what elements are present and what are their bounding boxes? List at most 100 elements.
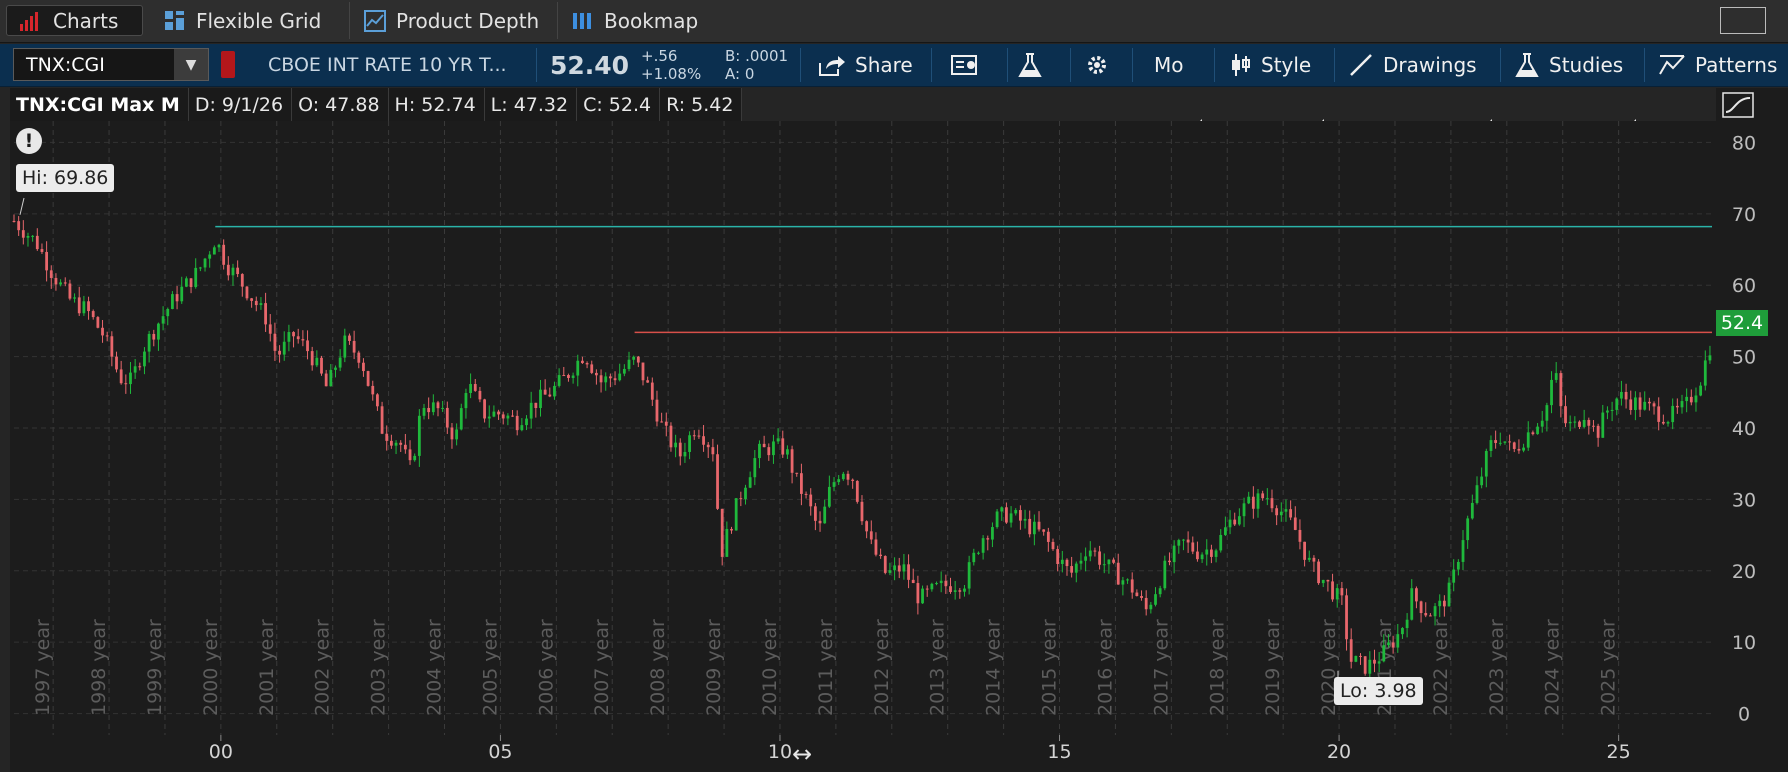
depth-chart-icon bbox=[364, 9, 386, 32]
candle-body bbox=[487, 416, 491, 419]
candle-body bbox=[1293, 517, 1297, 530]
candle-body bbox=[1596, 425, 1600, 438]
candle-body bbox=[506, 415, 510, 419]
year-labels: 1997 year 1998 year 1999 year 2000 year 2001… bbox=[32, 619, 1619, 716]
candle-body bbox=[49, 270, 53, 278]
time-tick-label: 05 bbox=[488, 741, 512, 763]
style-label: Style bbox=[1261, 53, 1312, 77]
settings-button[interactable] bbox=[1084, 44, 1110, 86]
bar-open: O: 47.88 bbox=[292, 88, 389, 121]
candle-body bbox=[1098, 551, 1101, 565]
studies-dropdown[interactable]: Studies bbox=[1514, 44, 1623, 86]
candle-body bbox=[1158, 588, 1162, 595]
candle-body bbox=[972, 552, 976, 563]
candle-body bbox=[977, 552, 980, 554]
top-tab-bar: Charts Flexible Grid Product Depth Bookm… bbox=[0, 0, 1788, 43]
link-color-tag[interactable] bbox=[221, 51, 235, 78]
candle-body bbox=[683, 451, 687, 457]
candle-body bbox=[366, 371, 370, 386]
tab-flexible-grid[interactable]: Flexible Grid bbox=[150, 2, 350, 39]
candle-body bbox=[371, 385, 375, 395]
candle-body bbox=[73, 297, 76, 299]
gridlines bbox=[14, 121, 1712, 735]
candle-body bbox=[338, 357, 342, 368]
candle-body bbox=[618, 373, 622, 381]
bar-high: H: 52.74 bbox=[389, 88, 485, 121]
candle-body bbox=[1522, 447, 1525, 451]
gear-icon bbox=[1088, 56, 1106, 74]
candle-body bbox=[483, 399, 486, 419]
period-dropdown[interactable]: Mo bbox=[1154, 44, 1184, 86]
time-axis[interactable] bbox=[10, 735, 1716, 772]
candle-body bbox=[203, 258, 207, 268]
candle-body bbox=[1564, 406, 1567, 424]
patterns-dropdown[interactable]: Patterns bbox=[1658, 44, 1777, 86]
auto-scale-icon[interactable] bbox=[1722, 90, 1756, 120]
flask-icon bbox=[1018, 53, 1042, 77]
candle-body bbox=[818, 520, 822, 524]
style-dropdown[interactable]: Style bbox=[1230, 44, 1311, 86]
candle-body bbox=[1620, 391, 1623, 399]
bar-chart-icon bbox=[20, 11, 38, 31]
candle-body bbox=[501, 414, 505, 419]
candle-body bbox=[180, 286, 184, 302]
candle-body bbox=[1051, 541, 1055, 550]
candle-body bbox=[385, 433, 389, 441]
candle-body bbox=[804, 493, 808, 495]
candle-body bbox=[254, 300, 258, 306]
alert-icon[interactable]: ! bbox=[16, 128, 42, 154]
resistance-lines bbox=[19, 197, 1712, 678]
candle-body bbox=[925, 588, 929, 590]
chart-toolbar: TNX:CGI ▼ CBOE INT RATE 10 YR T... 52.40… bbox=[0, 44, 1788, 125]
candle-body bbox=[571, 375, 575, 378]
horizontal-resize-icon[interactable]: ↔ bbox=[792, 740, 813, 768]
tab-bookmap[interactable]: Bookmap bbox=[558, 2, 738, 39]
lab-button[interactable] bbox=[1016, 44, 1044, 86]
candle-body bbox=[189, 278, 193, 288]
candle-body bbox=[436, 402, 440, 409]
bookmap-icon bbox=[573, 12, 591, 29]
candle-body bbox=[525, 418, 528, 426]
drawings-dropdown[interactable]: Drawings bbox=[1348, 44, 1477, 86]
candle-body bbox=[692, 435, 696, 437]
candle-body bbox=[208, 254, 212, 259]
year-label: 1999 year bbox=[144, 619, 166, 716]
candle-body bbox=[813, 506, 817, 521]
candle-body bbox=[1349, 639, 1353, 662]
candle-body bbox=[1629, 399, 1633, 411]
candle-body bbox=[376, 394, 379, 407]
candle-body bbox=[1377, 661, 1381, 664]
tab-charts[interactable]: Charts bbox=[6, 5, 143, 36]
candle-body bbox=[1517, 448, 1521, 451]
maximize-window-icon[interactable] bbox=[1720, 7, 1766, 34]
divider bbox=[1334, 48, 1335, 82]
candle-body bbox=[907, 564, 910, 580]
candle-body bbox=[1223, 527, 1227, 535]
candle-body bbox=[236, 267, 240, 275]
candle-body bbox=[716, 454, 719, 509]
quote-info-button[interactable] bbox=[950, 44, 980, 86]
candle-body bbox=[576, 360, 580, 376]
symbol-input[interactable]: TNX:CGI ▼ bbox=[13, 48, 209, 81]
candle-body bbox=[352, 340, 356, 353]
candle-body bbox=[688, 435, 691, 452]
candle-body bbox=[1559, 373, 1563, 407]
chevron-down-icon[interactable]: ▼ bbox=[174, 49, 208, 80]
candle-body bbox=[1447, 582, 1451, 607]
candle-body bbox=[1470, 502, 1474, 519]
candle-body bbox=[445, 407, 449, 428]
candle-body bbox=[636, 356, 640, 363]
candle-body bbox=[1545, 405, 1549, 421]
flask-icon bbox=[1515, 53, 1539, 77]
tab-product-depth[interactable]: Product Depth bbox=[350, 2, 558, 39]
year-label: 2022 year bbox=[1430, 619, 1452, 716]
candle-body bbox=[1419, 601, 1423, 614]
candle-body bbox=[1210, 549, 1213, 557]
candle-body bbox=[511, 415, 514, 417]
time-tick-label: 10 bbox=[768, 741, 792, 763]
candle-body bbox=[329, 369, 333, 387]
share-button[interactable]: Share bbox=[818, 44, 913, 86]
candle-body bbox=[930, 583, 934, 590]
candle-body bbox=[1126, 579, 1129, 581]
price-axis[interactable] bbox=[1716, 88, 1788, 772]
